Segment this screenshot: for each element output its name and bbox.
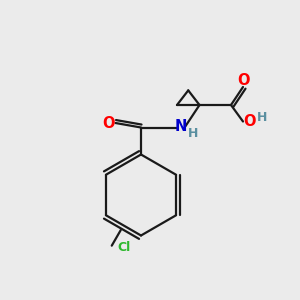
Text: Cl: Cl — [117, 241, 130, 254]
Text: O: O — [243, 114, 256, 129]
Text: N: N — [175, 119, 188, 134]
Text: O: O — [237, 73, 249, 88]
Text: O: O — [103, 116, 115, 130]
Text: H: H — [257, 111, 267, 124]
Text: H: H — [188, 127, 198, 140]
